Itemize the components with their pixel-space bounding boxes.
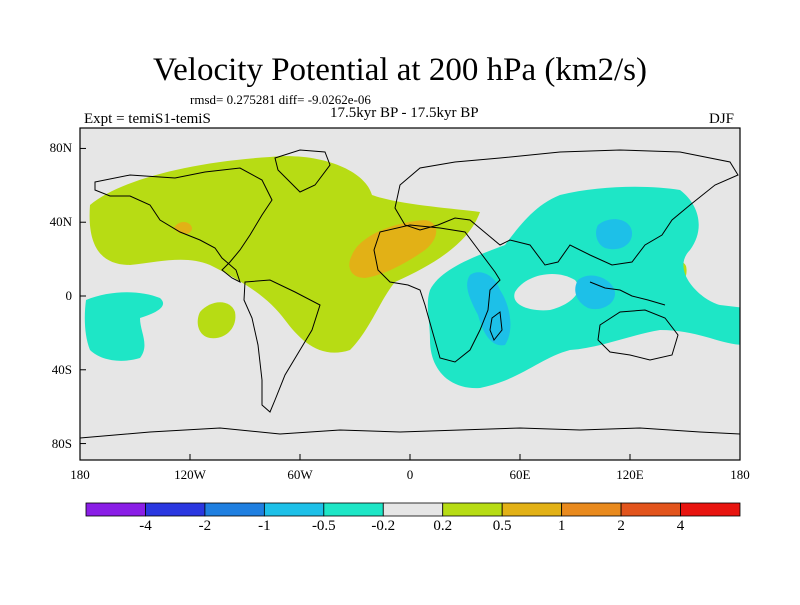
period-label: 17.5kyr BP - 17.5kyr BP [330,105,479,121]
coastline-antarctica [80,427,740,439]
lat-tick-label: 0 [65,288,73,303]
negative-anomaly-region-east-pacific [84,292,164,361]
coastline-australia [597,309,679,361]
colorbar-swatch [561,502,622,517]
colorbar-swatch [85,502,146,517]
colorbar-swatch [263,502,325,517]
colorbar-label: 1 [557,518,566,534]
lon-tick-label: 0 [406,467,414,482]
coastline-south-america [243,279,321,413]
colorbar [85,502,741,517]
coastlines [80,149,740,439]
negative-anomaly-core-maritime [596,219,633,250]
colorbar-swatch [204,502,265,517]
colorbar-swatch [680,502,741,517]
positive-anomaly-region-atlantic [89,156,480,353]
colorbar-swatch [442,502,503,517]
colorbar-label: 4 [676,518,685,534]
stats-label: rmsd= 0.275281 diff= -9.0262e-06 [190,92,371,107]
negative-anomaly-core-east-africa [467,272,511,346]
season-label: DJF [709,111,735,127]
colorbar-label: 0.5 [492,518,512,534]
coastline-maritime-continent [589,281,666,306]
experiment-label: Expt = temiS1-temiS [84,111,211,127]
colorbar-label: 0.2 [433,518,453,534]
colorbar-label: -1 [258,518,271,534]
colorbar-swatch [501,502,563,517]
lat-tick-label: 80S [51,435,72,451]
lon-tick-label: 60W [287,467,313,482]
colorbar-label: -2 [198,518,212,534]
colorbar-swatch [323,502,384,517]
colorbar-label: -0.2 [371,518,396,534]
coastline-north-america [94,167,273,283]
coastline-eurasia [394,149,739,266]
lat-tick-label: 40S [51,361,72,377]
lon-tick-label: 60E [509,467,531,482]
axis-ticks [79,147,741,460]
plot-title: Velocity Potential at 200 hPa (km2/s) [152,52,648,88]
colorbar-swatch [620,502,681,517]
colorbar-label: -0.5 [311,518,336,534]
lon-tick-label: 180 [70,467,90,482]
coastline-greenland [274,149,331,193]
positive-anomaly-region-pacific [197,302,236,339]
colorbar-label: 2 [617,518,625,534]
coastline-madagascar [489,311,503,341]
lon-tick-label: 120W [174,467,206,482]
lat-tick-label: 80N [49,140,72,156]
colorbar-swatch [145,502,206,517]
lon-tick-label: 180 [730,467,750,482]
colorbar-label: -4 [139,518,152,534]
coastline-africa [373,224,501,363]
lon-tick-label: 120E [616,467,644,482]
neutral-region-indian-ocean [514,273,579,311]
negative-anomaly-core-indonesia [575,275,616,310]
colorbar-swatch [382,502,444,517]
positive-anomaly-core-africa [349,220,437,278]
lat-tick-label: 40N [49,214,72,230]
